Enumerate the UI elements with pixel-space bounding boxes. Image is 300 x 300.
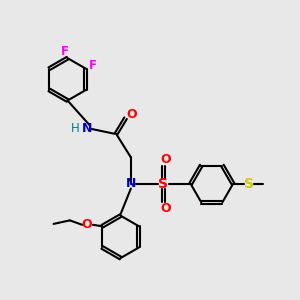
Text: F: F: [88, 59, 96, 72]
Text: N: N: [126, 177, 136, 190]
Text: O: O: [160, 202, 171, 215]
Text: S: S: [158, 177, 168, 191]
Text: H: H: [71, 122, 80, 135]
Text: O: O: [127, 108, 137, 121]
Text: N: N: [82, 122, 92, 135]
Text: S: S: [244, 177, 254, 191]
Text: O: O: [160, 153, 171, 166]
Text: F: F: [61, 45, 69, 58]
Text: O: O: [82, 218, 92, 231]
